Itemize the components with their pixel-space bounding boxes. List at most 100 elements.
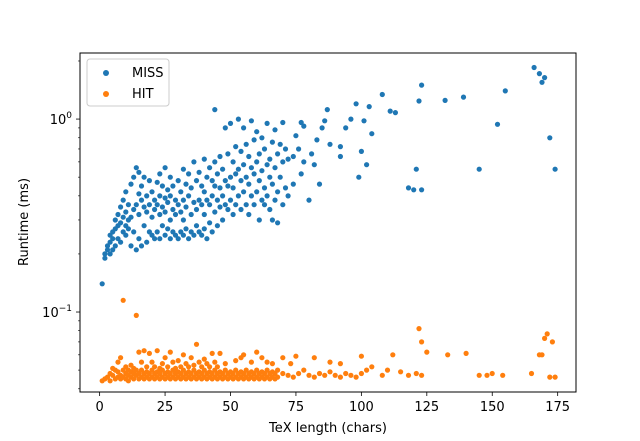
point-miss-188 bbox=[259, 168, 265, 174]
point-miss-250 bbox=[413, 166, 419, 172]
point-miss-116 bbox=[199, 232, 205, 238]
point-miss-211 bbox=[280, 159, 286, 165]
point-miss-264 bbox=[552, 166, 558, 172]
point-hit-198 bbox=[419, 372, 425, 378]
point-miss-86 bbox=[172, 211, 179, 218]
point-miss-178 bbox=[251, 202, 257, 208]
point-miss-207 bbox=[275, 151, 281, 157]
point-hit-outliers-27 bbox=[552, 374, 558, 380]
point-miss-9 bbox=[110, 236, 116, 242]
point-miss-201 bbox=[269, 139, 275, 145]
point-miss-67 bbox=[157, 171, 163, 177]
point-miss-134 bbox=[212, 159, 218, 165]
point-hit-outliers-12 bbox=[358, 353, 364, 359]
point-miss-43 bbox=[138, 243, 145, 249]
point-miss-122 bbox=[201, 156, 207, 162]
point-hit-outliers-3 bbox=[259, 355, 265, 361]
point-miss-258 bbox=[502, 88, 508, 94]
point-miss-150 bbox=[225, 151, 231, 157]
legend-hit-marker bbox=[103, 91, 109, 97]
point-miss-154 bbox=[230, 211, 236, 218]
point-miss-165 bbox=[238, 148, 244, 154]
point-miss-243 bbox=[366, 104, 372, 110]
point-miss-30 bbox=[128, 243, 134, 249]
point-hit-outliers-17 bbox=[424, 349, 430, 355]
point-miss-230 bbox=[319, 125, 325, 131]
point-miss-225 bbox=[306, 197, 312, 203]
point-miss-47 bbox=[141, 204, 147, 210]
point-hit-outliers-4 bbox=[264, 359, 270, 365]
point-miss-208 bbox=[277, 174, 283, 180]
point-hit-190 bbox=[353, 374, 359, 380]
point-miss-190 bbox=[261, 202, 268, 208]
point-miss-160 bbox=[235, 193, 241, 199]
point-miss-109 bbox=[191, 159, 197, 165]
point-hit-65 bbox=[162, 355, 168, 361]
point-hit-141 bbox=[233, 358, 239, 364]
point-miss-226 bbox=[309, 151, 315, 157]
point-miss-44 bbox=[138, 197, 145, 203]
point-miss-213 bbox=[282, 185, 289, 191]
point-miss-107 bbox=[191, 232, 197, 238]
point-miss-71 bbox=[162, 232, 168, 238]
point-hit-outliers-6 bbox=[280, 355, 286, 361]
point-miss-181 bbox=[254, 189, 260, 195]
point-miss-162 bbox=[235, 116, 241, 122]
x-tick-label: 0 bbox=[95, 400, 103, 415]
x-tick-label: 50 bbox=[222, 400, 239, 415]
point-miss-119 bbox=[201, 226, 207, 232]
point-hit-194 bbox=[384, 367, 391, 373]
point-miss-191 bbox=[261, 185, 268, 191]
point-miss-233 bbox=[327, 141, 333, 147]
point-hit-outliers-19 bbox=[463, 350, 469, 356]
point-miss-132 bbox=[212, 209, 218, 215]
point-miss-238 bbox=[353, 101, 359, 107]
point-miss-81 bbox=[167, 174, 173, 180]
point-miss-16 bbox=[115, 211, 121, 218]
point-miss-114 bbox=[196, 197, 202, 203]
point-miss-241 bbox=[361, 118, 367, 124]
point-miss-123 bbox=[204, 236, 210, 242]
point-hit-187 bbox=[337, 374, 343, 380]
axes-frame bbox=[79, 52, 577, 393]
point-miss-90 bbox=[175, 178, 181, 184]
point-hit-56 bbox=[154, 348, 160, 354]
point-hit-101 bbox=[193, 341, 200, 347]
point-hit-3 bbox=[107, 378, 113, 384]
point-miss-149 bbox=[225, 183, 231, 189]
point-miss-176 bbox=[248, 165, 254, 171]
point-miss-209 bbox=[277, 141, 283, 147]
point-hit-5 bbox=[110, 372, 116, 378]
point-miss-237 bbox=[348, 116, 354, 122]
point-hit-32 bbox=[133, 312, 139, 318]
point-miss-94 bbox=[180, 232, 186, 238]
point-hit-17 bbox=[120, 297, 126, 303]
point-hit-outliers-11 bbox=[337, 361, 343, 367]
point-miss-256 bbox=[476, 166, 482, 172]
point-miss-251 bbox=[416, 98, 422, 104]
point-miss-50 bbox=[144, 209, 150, 215]
point-miss-146 bbox=[222, 178, 228, 184]
point-miss-75 bbox=[165, 226, 171, 232]
point-miss-59 bbox=[152, 206, 158, 213]
point-hit-outliers-26 bbox=[549, 339, 556, 345]
point-miss-25 bbox=[123, 209, 129, 215]
point-miss-105 bbox=[188, 211, 194, 218]
legend-miss-label: MISS bbox=[132, 66, 164, 81]
point-miss-220 bbox=[296, 146, 302, 152]
point-miss-115 bbox=[196, 169, 202, 175]
point-hit-195 bbox=[398, 369, 404, 375]
point-miss-77 bbox=[165, 187, 171, 193]
point-hit-174 bbox=[275, 374, 281, 380]
point-miss-185 bbox=[256, 178, 262, 184]
point-miss-135 bbox=[212, 107, 218, 113]
point-miss-173 bbox=[246, 181, 252, 187]
point-hit-41 bbox=[141, 348, 147, 354]
point-miss-212 bbox=[280, 119, 286, 126]
point-miss-1 bbox=[102, 255, 108, 261]
point-miss-93 bbox=[178, 189, 184, 195]
point-miss-133 bbox=[212, 183, 218, 189]
point-hit-outliers-23 bbox=[539, 352, 545, 358]
point-miss-70 bbox=[159, 183, 165, 189]
point-miss-127 bbox=[207, 202, 213, 208]
